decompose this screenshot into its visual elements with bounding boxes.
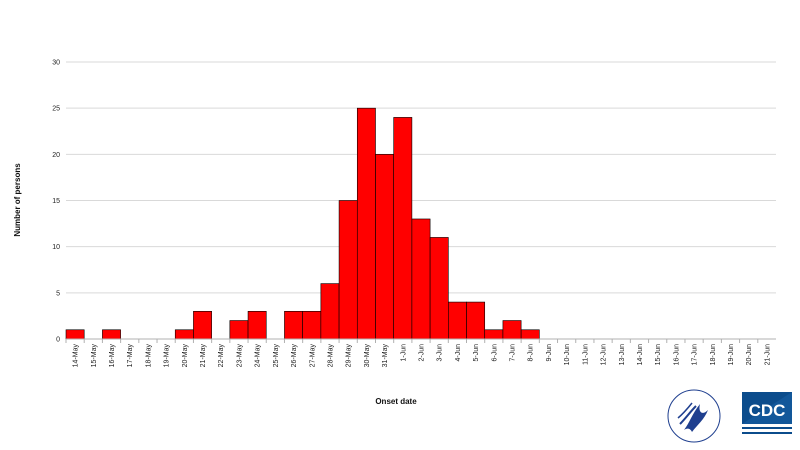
x-tick-label: 20-May (182, 344, 189, 368)
y-tick-label: 15 (52, 198, 60, 205)
x-tick-label: 26-May (291, 344, 298, 368)
x-tick-label: 23-May (236, 344, 243, 368)
y-tick-label: 5 (56, 290, 60, 297)
bars (65, 107, 540, 340)
x-axis-title: Onset date (375, 397, 417, 406)
x-tick-label: 19-Jun (728, 344, 735, 366)
x-tick-label: 5-Jun (473, 344, 480, 362)
bar (302, 310, 322, 340)
x-tick-label: 9-Jun (546, 344, 553, 362)
x-tick-label: 11-Jun (582, 344, 589, 365)
x-tick-label: 15-May (91, 344, 98, 368)
x-tick-label: 17-May (127, 344, 134, 368)
x-tick-label: 21-May (200, 344, 207, 368)
x-tick-label: 3-Jun (437, 344, 444, 362)
y-tick-label: 30 (52, 60, 60, 67)
y-tick-label: 25 (52, 106, 60, 113)
x-tick-label: 8-Jun (528, 344, 535, 362)
bar (229, 320, 249, 340)
bar (429, 237, 449, 340)
bar (65, 329, 85, 340)
x-tick-label: 19-May (164, 344, 171, 368)
x-tick-label: 4-Jun (455, 344, 462, 362)
x-tick-label: 14-May (73, 344, 80, 368)
bar (466, 301, 486, 340)
x-tick-label: 14-Jun (637, 344, 644, 366)
x-tick-label: 21-Jun (764, 344, 771, 366)
x-tick-label: 22-May (218, 344, 225, 368)
x-tick-label: 1-Jun (400, 344, 407, 362)
x-tick-label: 28-May (327, 344, 334, 368)
bar (520, 329, 540, 340)
axes: 0 5 10 15 20 25 30 14-May 15-May 16-May 17-May 18-M… (52, 60, 776, 368)
svg-text:CDC: CDC (749, 401, 786, 420)
x-tick-label: 24-May (255, 344, 262, 368)
x-tick-label: 16-Jun (673, 344, 680, 366)
bar (102, 329, 121, 340)
x-tick-label: 10-Jun (564, 344, 571, 366)
bar (484, 329, 504, 340)
bar (356, 107, 376, 340)
y-tick-label: 0 (56, 337, 60, 344)
x-tick-label: 31-May (382, 344, 389, 368)
bar (411, 218, 431, 340)
x-tick-label: 20-Jun (746, 344, 753, 366)
x-tick-label: 18-May (145, 344, 152, 368)
bar (393, 117, 413, 340)
bar (375, 154, 394, 340)
y-tick-label: 20 (52, 152, 60, 159)
x-tick-label: 18-Jun (710, 344, 717, 366)
x-tick-label: 17-Jun (692, 344, 699, 366)
bar (320, 283, 340, 340)
cdc-logo-icon: CDC (742, 392, 792, 434)
bar (448, 301, 467, 340)
bar (174, 329, 194, 340)
bar (284, 310, 303, 340)
x-tick-label: 29-May (346, 344, 353, 368)
x-tick-label: 30-May (364, 344, 371, 368)
x-tick-label: 27-May (309, 344, 316, 368)
y-axis-title: Number of persons (13, 163, 22, 237)
x-tick-label: 12-Jun (601, 344, 608, 366)
logos: CDC (667, 389, 792, 443)
x-tick-label: 15-Jun (655, 344, 662, 366)
gridlines (66, 61, 776, 294)
bar (338, 200, 358, 340)
bar (502, 320, 522, 340)
x-tick-label: 13-Jun (619, 344, 626, 366)
x-tick-label: 16-May (109, 344, 116, 368)
x-tick-label: 25-May (273, 344, 280, 368)
bar (247, 310, 267, 340)
hhs-seal-icon (667, 389, 721, 443)
y-tick-label: 10 (52, 244, 60, 251)
x-tick-label: 2-Jun (419, 344, 426, 362)
x-tick-label: 7-Jun (510, 344, 517, 362)
bar (193, 310, 212, 340)
x-tick-label: 6-Jun (491, 344, 498, 362)
